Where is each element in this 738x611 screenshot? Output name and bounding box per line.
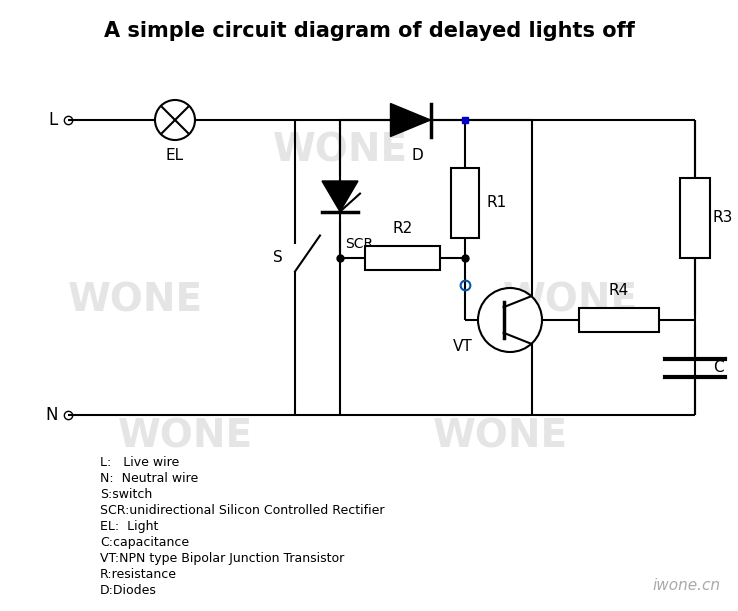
Text: WONE: WONE <box>272 132 407 170</box>
Bar <box>579 308 658 332</box>
Text: D:Diodes: D:Diodes <box>100 584 157 597</box>
Bar <box>451 167 479 238</box>
Text: S:switch: S:switch <box>100 488 152 501</box>
Text: N:  Neutral wire: N: Neutral wire <box>100 472 199 485</box>
Text: VT: VT <box>453 339 473 354</box>
Text: SCR: SCR <box>345 237 373 251</box>
Polygon shape <box>322 181 358 211</box>
Polygon shape <box>390 103 430 136</box>
Text: A simple circuit diagram of delayed lights off: A simple circuit diagram of delayed ligh… <box>103 21 635 41</box>
Text: EL:  Light: EL: Light <box>100 520 159 533</box>
Text: SCR:unidirectional Silicon Controlled Rectifier: SCR:unidirectional Silicon Controlled Re… <box>100 504 384 517</box>
Text: R4: R4 <box>608 283 629 298</box>
Bar <box>365 246 440 270</box>
Text: EL: EL <box>166 148 184 163</box>
Text: WONE: WONE <box>117 417 252 455</box>
Text: R3: R3 <box>713 210 734 225</box>
Text: L: L <box>49 111 58 129</box>
Text: VT:NPN type Bipolar Junction Transistor: VT:NPN type Bipolar Junction Transistor <box>100 552 344 565</box>
Circle shape <box>155 100 195 140</box>
Text: N: N <box>46 406 58 424</box>
Text: L:   Live wire: L: Live wire <box>100 456 179 469</box>
Bar <box>680 178 710 257</box>
Text: R1: R1 <box>487 195 507 210</box>
Text: S: S <box>273 250 283 265</box>
Text: WONE: WONE <box>432 417 568 455</box>
Text: WONE: WONE <box>67 282 202 320</box>
Text: C:capacitance: C:capacitance <box>100 536 189 549</box>
Text: iwone.cn: iwone.cn <box>652 578 720 593</box>
Circle shape <box>478 288 542 352</box>
Text: R2: R2 <box>393 221 413 236</box>
Text: D: D <box>412 148 424 163</box>
Text: R:resistance: R:resistance <box>100 568 177 581</box>
Text: WONE: WONE <box>503 282 638 320</box>
Text: C: C <box>713 360 724 375</box>
